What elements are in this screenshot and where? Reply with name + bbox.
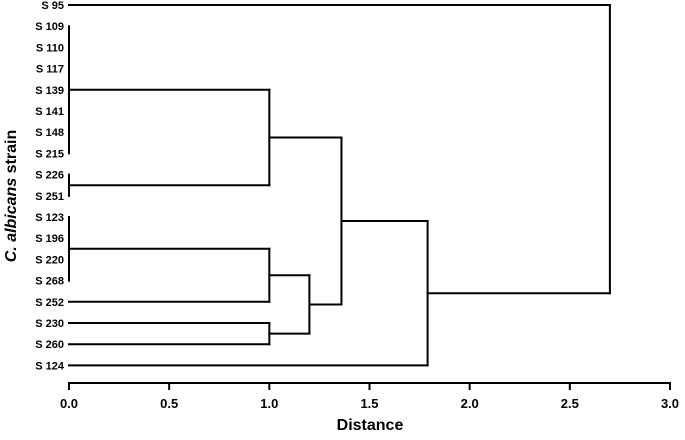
leaf-label-s-220: S 220	[35, 254, 64, 266]
leaf-label-s-252: S 252	[35, 297, 64, 309]
leaf-label-s-230: S 230	[35, 318, 64, 330]
x-tick-label-0-0: 0.0	[60, 396, 78, 411]
leaf-labels: S 95 S 109 S 110 S 117 S 139 S 141 S 148 S 215 S…	[35, 0, 65, 372]
x-axis-title: Distance	[337, 417, 404, 434]
leaf-label-s-95: S 95	[41, 0, 64, 12]
leaf-label-s-148: S 148	[35, 127, 64, 139]
leaf-label-s-110: S 110	[36, 42, 64, 54]
leaf-label-s-251: S 251	[35, 191, 64, 203]
leaf-label-s-124: S 124	[35, 360, 65, 372]
leaf-label-s-215: S 215	[35, 148, 64, 160]
x-tick-label-1-0: 1.0	[260, 396, 278, 411]
y-axis-title: C. albicans strain	[3, 130, 20, 263]
x-tick-label-2-5: 2.5	[561, 396, 579, 411]
y-axis-title-rest: strain	[3, 130, 20, 178]
leaf-label-s-196: S 196	[35, 233, 64, 245]
leaf-label-s-109: S 109	[35, 21, 64, 33]
x-tick-label-1-5: 1.5	[360, 396, 378, 411]
x-tick-label-3-0: 3.0	[661, 396, 679, 411]
y-axis-title-italic: C. albicans	[3, 178, 20, 263]
leaf-label-s-141: S 141	[35, 106, 64, 118]
leaf-label-s-117: S 117	[36, 64, 64, 76]
leaf-label-s-260: S 260	[35, 339, 64, 351]
x-tick-label-2-0: 2.0	[461, 396, 479, 411]
leaf-label-s-123: S 123	[35, 212, 64, 224]
leaf-label-s-139: S 139	[35, 85, 64, 97]
leaf-label-s-226: S 226	[35, 170, 64, 182]
leaf-label-s-268: S 268	[35, 276, 64, 288]
dendrogram-tree	[68, 4, 611, 367]
x-tick-label-0-5: 0.5	[160, 396, 178, 411]
x-axis-ticks: 0.0 0.5 1.0 1.5 2.0 2.5 3.0	[60, 382, 679, 411]
